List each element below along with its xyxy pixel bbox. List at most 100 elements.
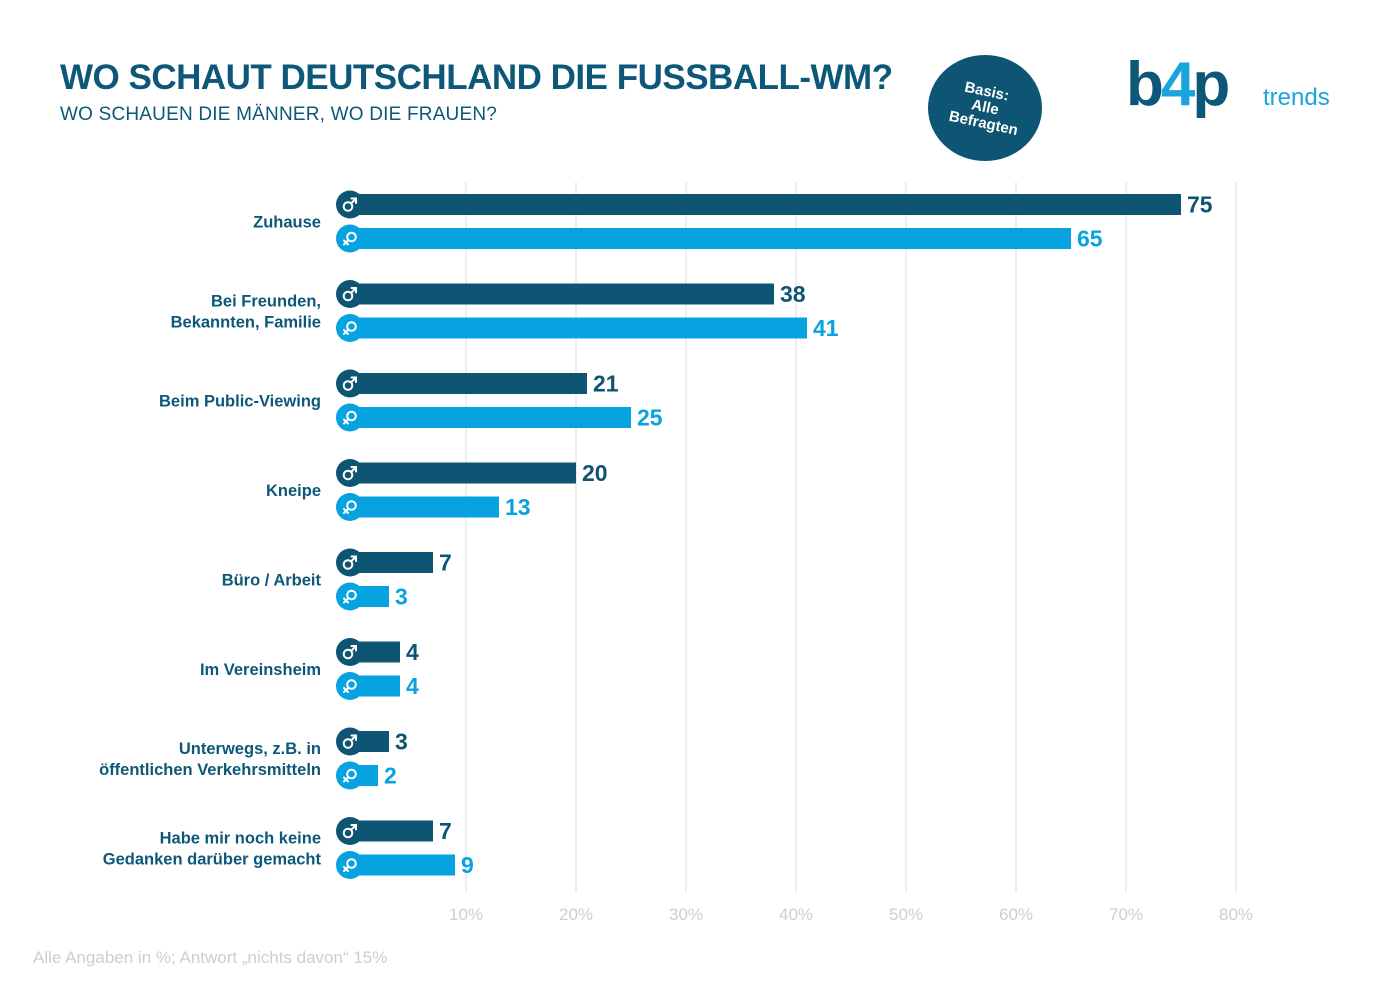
icon-ring xyxy=(342,201,354,212)
icon-ring xyxy=(346,858,357,869)
x-tick-label: 60% xyxy=(999,905,1033,924)
female-value-label: 65 xyxy=(1077,226,1103,252)
category-label-line: Im Vereinsheim xyxy=(200,661,321,679)
icon-cross xyxy=(343,418,350,425)
category-label-line: Büro / Arbeit xyxy=(222,572,322,590)
category-label-line: öffentlichen Verkehrsmitteln xyxy=(99,761,321,779)
icon-badge xyxy=(336,403,364,432)
icon-cross xyxy=(343,328,350,335)
male-bar xyxy=(356,731,389,752)
male-symbol-icon xyxy=(336,817,364,845)
icon-ring xyxy=(342,648,354,660)
female-bar xyxy=(356,854,455,876)
icon-badge xyxy=(336,459,364,487)
category-label: Habe mir noch keine Gedanken darüber gema… xyxy=(103,830,322,869)
female-symbol-icon xyxy=(336,403,364,432)
x-tick-label: 20% xyxy=(559,905,593,924)
icon-badge xyxy=(336,314,364,342)
icon-ring xyxy=(346,410,357,422)
chart-title: WO SCHAUT DEUTSCHLAND DIE FUSSBALL-WM? xyxy=(60,58,893,97)
female-symbol-icon xyxy=(336,314,364,342)
icon-arrow xyxy=(350,645,357,652)
icon-badge xyxy=(336,851,364,879)
female-symbol-icon xyxy=(336,672,364,700)
icon-ring xyxy=(342,559,354,570)
x-tick-label: 80% xyxy=(1219,905,1253,924)
icon-cross xyxy=(343,507,350,514)
footnote: Alle Angaben in %; Antwort „nichts davon… xyxy=(33,948,388,967)
icon-arrow xyxy=(350,287,357,294)
category-label: Kneipe xyxy=(266,482,321,500)
x-tick-label: 30% xyxy=(669,905,703,924)
male-value-label: 20 xyxy=(582,460,608,486)
male-symbol-icon xyxy=(336,548,364,577)
female-symbol-icon xyxy=(336,224,364,253)
female-value-label: 9 xyxy=(461,852,474,878)
icon-badge xyxy=(336,761,364,790)
female-symbol-icon xyxy=(336,851,364,879)
male-value-label: 75 xyxy=(1187,192,1213,218)
category-label-line: Beim Public-Viewing xyxy=(159,393,321,411)
category-label-line: Bei Freunden, xyxy=(211,293,321,311)
x-tick-label: 70% xyxy=(1109,905,1143,924)
male-bar xyxy=(356,283,774,305)
icon-badge xyxy=(336,369,364,398)
category-label: Bei Freunden, Bekannten, Familie xyxy=(171,293,321,332)
icon-ring xyxy=(342,738,354,749)
icon-badge xyxy=(336,672,364,700)
icon-badge xyxy=(336,548,364,577)
icon-badge xyxy=(336,493,364,521)
female-value-label: 13 xyxy=(505,494,531,520)
icon-ring xyxy=(346,679,357,690)
male-value-label: 38 xyxy=(780,281,806,307)
icon-badge xyxy=(336,817,364,845)
icon-arrow xyxy=(350,197,357,205)
x-tick-label: 50% xyxy=(889,905,923,924)
icon-ring xyxy=(342,827,354,839)
male-bar xyxy=(356,194,1181,215)
male-bar xyxy=(356,373,587,394)
category-label: Büro / Arbeit xyxy=(222,572,322,590)
female-bar xyxy=(356,586,389,607)
female-bar xyxy=(356,407,631,428)
icon-badge xyxy=(336,727,364,756)
female-symbol-icon xyxy=(336,582,364,611)
male-value-label: 4 xyxy=(406,639,419,665)
male-symbol-icon xyxy=(336,369,364,398)
female-value-label: 41 xyxy=(813,315,839,341)
icon-ring xyxy=(346,231,357,243)
icon-ring xyxy=(342,469,354,481)
icon-cross xyxy=(343,239,350,246)
category-label-line: Zuhause xyxy=(253,214,321,232)
icon-ring xyxy=(346,589,357,601)
male-bar xyxy=(356,462,576,484)
b4p-trends-logo: b4p trends xyxy=(1126,50,1346,130)
icon-badge xyxy=(336,190,364,219)
category-label-line: Kneipe xyxy=(266,482,321,500)
male-symbol-icon xyxy=(336,638,364,666)
male-bar xyxy=(356,552,433,573)
logo-wordmark: b4p xyxy=(1126,50,1230,119)
female-symbol-icon xyxy=(336,493,364,521)
icon-ring xyxy=(346,500,357,511)
x-tick-label: 10% xyxy=(449,905,483,924)
female-value-label: 2 xyxy=(384,763,397,789)
female-bar xyxy=(356,675,400,697)
category-label: Beim Public-Viewing xyxy=(159,393,321,411)
icon-ring xyxy=(346,321,357,332)
icon-cross xyxy=(343,776,350,783)
icon-ring xyxy=(342,290,354,302)
category-label-line: Habe mir noch keine xyxy=(160,830,321,848)
category-label: Zuhause xyxy=(253,214,321,232)
icon-arrow xyxy=(350,734,357,742)
icon-badge xyxy=(336,280,364,308)
icon-badge xyxy=(336,582,364,611)
male-bar xyxy=(356,820,433,842)
category-label-line: Gedanken darüber gemacht xyxy=(103,851,322,869)
icon-cross xyxy=(343,597,350,604)
icon-badge xyxy=(336,638,364,666)
male-symbol-icon xyxy=(336,190,364,219)
male-value-label: 7 xyxy=(439,818,452,844)
male-symbol-icon xyxy=(336,459,364,487)
icon-cross xyxy=(343,686,350,693)
